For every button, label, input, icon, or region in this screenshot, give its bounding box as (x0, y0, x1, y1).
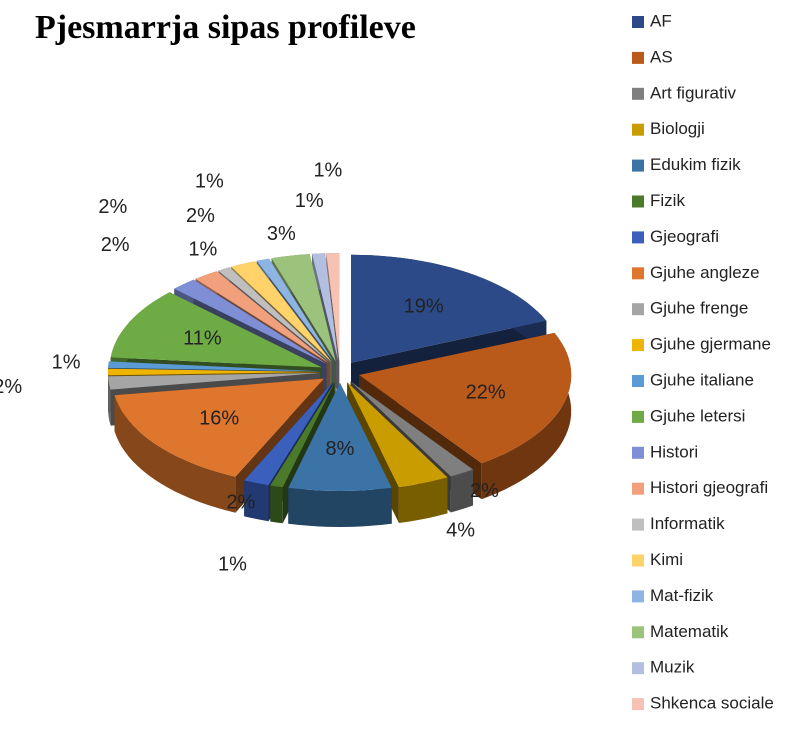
slice-wall (398, 477, 448, 523)
legend-label: Gjuhe frenge (650, 299, 748, 318)
legend-label: Biologji (650, 119, 705, 138)
legend-swatch (632, 87, 644, 100)
legend-swatch (632, 662, 644, 675)
data-label: 1% (218, 554, 247, 576)
legend-swatch (632, 698, 644, 711)
slice-top (271, 254, 336, 362)
data-label: 8% (326, 438, 355, 460)
legend-label: Fizik (650, 191, 685, 210)
data-label: 11% (183, 328, 222, 350)
data-label: 2% (101, 234, 130, 256)
data-label: 22% (466, 382, 506, 404)
slice-wall (450, 469, 473, 513)
legend-swatch (632, 482, 644, 495)
slice-side (270, 382, 335, 522)
data-label: 2% (226, 491, 255, 513)
legend-label: Edukim fizik (650, 155, 741, 174)
legend-swatch (632, 626, 644, 639)
legend-swatch (632, 51, 644, 64)
slice-top (231, 261, 332, 362)
slice-top (108, 373, 321, 390)
slice-top (108, 361, 320, 372)
legend-label: Histori (650, 442, 698, 461)
legend-label: Histori gjeografi (650, 478, 768, 497)
slice-top (218, 267, 330, 363)
slice-wall (288, 487, 392, 527)
pie-slice (288, 383, 392, 527)
data-label: 2% (470, 480, 499, 502)
slice-top (108, 368, 320, 376)
slice-wall (244, 480, 269, 522)
legend-swatch (632, 446, 644, 459)
slice-top (350, 381, 473, 477)
legend-label: Gjuhe angleze (650, 263, 760, 282)
data-label: 3% (267, 223, 296, 245)
data-label: 2% (186, 205, 215, 227)
data-label: 19% (404, 295, 444, 317)
legend-swatch (632, 231, 644, 244)
legend-label: AF (650, 11, 672, 30)
legend-swatch (632, 303, 644, 316)
slice-wall (108, 376, 111, 426)
slice-top (114, 378, 324, 477)
legend-label: AS (650, 47, 673, 66)
data-label: 16% (199, 407, 239, 429)
legend-label: Mat-fizik (650, 586, 714, 605)
legend-swatch (632, 590, 644, 603)
data-label: 2% (98, 196, 127, 218)
legend-label: Matematik (650, 622, 729, 641)
slice-wall (270, 485, 283, 524)
slice-top (347, 382, 448, 487)
legend-swatch (632, 518, 644, 531)
legend-label: Gjuhe italiane (650, 370, 754, 389)
data-label: 2% (0, 376, 22, 398)
slice-top (244, 382, 333, 486)
legend-swatch (632, 16, 644, 28)
slice-top (256, 258, 334, 362)
legend-label: Art figurativ (650, 83, 736, 102)
slice-top (288, 383, 392, 491)
legend-swatch (632, 410, 644, 423)
slice-wall (114, 395, 236, 513)
legend-swatch (632, 195, 644, 208)
data-label: 1% (188, 239, 217, 261)
legend-label: Gjuhe gjermane (650, 335, 771, 354)
legend-swatch (632, 339, 644, 352)
legend-label: Informatik (650, 514, 725, 533)
legend-swatch (632, 159, 644, 172)
slice-top (110, 292, 322, 368)
legend-label: Gjuhe letersi (650, 406, 745, 425)
slice-top (195, 271, 329, 363)
legend-label: Shkenca sociale (650, 694, 774, 713)
data-label: 4% (446, 520, 475, 542)
data-label: 1% (295, 190, 324, 212)
slice-top (174, 279, 327, 364)
slice-top (351, 254, 547, 363)
legend-label: Muzik (650, 658, 695, 677)
data-label: 1% (313, 159, 342, 181)
chart-title: Pjesmarrja sipas profileve (35, 9, 416, 46)
legend-swatch (632, 554, 644, 567)
legend-label: Gjeografi (650, 227, 719, 246)
slice-top (359, 332, 572, 464)
legend-swatch (632, 123, 644, 136)
data-label: 1% (195, 171, 224, 193)
slice-wall (481, 332, 572, 500)
slice-top (270, 382, 335, 488)
slice-top (326, 253, 340, 361)
legend-label: Kimi (650, 550, 683, 569)
slice-top (312, 253, 339, 361)
legend-swatch (632, 267, 644, 280)
legend-swatch (632, 375, 644, 387)
data-label: 1% (52, 352, 81, 374)
